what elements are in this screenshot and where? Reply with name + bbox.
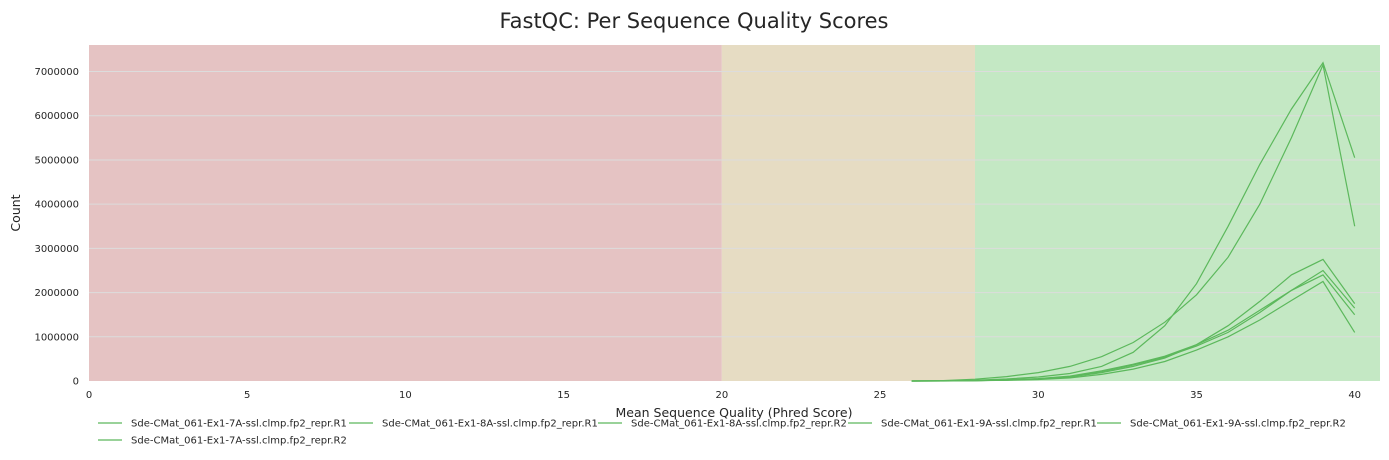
legend-entry: Sde-CMat_061-Ex1-8A-ssl.clmp.fp2_repr.R1 xyxy=(382,419,598,430)
series-lines xyxy=(911,61,1356,382)
series-line-3 xyxy=(911,62,1356,382)
x-tick-label: 5 xyxy=(244,390,250,401)
y-tick-label: 6000000 xyxy=(34,111,79,122)
y-tick-label: 3000000 xyxy=(34,244,79,255)
x-tick-label: 0 xyxy=(86,390,92,401)
x-axis-label: Mean Sequence Quality (Phred Score) xyxy=(616,405,853,420)
quality-band-1 xyxy=(721,45,975,381)
chart-title: FastQC: Per Sequence Quality Scores xyxy=(499,9,888,33)
quality-band-2 xyxy=(974,45,1380,381)
x-tick-label: 35 xyxy=(1190,390,1203,401)
x-tick-label: 25 xyxy=(874,390,887,401)
x-tick-label: 15 xyxy=(557,390,570,401)
legend-entry: Sde-CMat_061-Ex1-9A-ssl.clmp.fp2_repr.R2 xyxy=(1130,419,1346,430)
quality-bands xyxy=(89,45,1380,381)
y-tick-label: 2000000 xyxy=(34,288,79,299)
x-tick-label: 10 xyxy=(399,390,412,401)
x-tick-label: 20 xyxy=(715,390,728,401)
y-tick-label: 0 xyxy=(73,377,79,388)
gridlines xyxy=(89,71,1380,338)
y-tick-label: 4000000 xyxy=(34,200,79,211)
y-tick-label: 7000000 xyxy=(34,67,79,78)
y-tick-label: 1000000 xyxy=(34,332,79,343)
legend-entry: Sde-CMat_061-Ex1-9A-ssl.clmp.fp2_repr.R1 xyxy=(881,419,1097,430)
legend-entry: Sde-CMat_061-Ex1-8A-ssl.clmp.fp2_repr.R2 xyxy=(631,419,847,430)
legend-entry: Sde-CMat_061-Ex1-7A-ssl.clmp.fp2_repr.R2 xyxy=(131,436,347,447)
legend-entry: Sde-CMat_061-Ex1-7A-ssl.clmp.fp2_repr.R1 xyxy=(131,419,347,430)
quality-band-0 xyxy=(89,45,722,381)
y-tick-label: 5000000 xyxy=(34,155,79,166)
series-line-6 xyxy=(911,269,1356,382)
x-tick-label: 30 xyxy=(1032,390,1045,401)
legend: Sde-CMat_061-Ex1-7A-ssl.clmp.fp2_repr.R1… xyxy=(98,419,1346,447)
x-axis-ticks: 0 5 10 15 20 25 30 35 40 xyxy=(86,390,1361,401)
x-tick-label: 40 xyxy=(1348,390,1361,401)
y-axis-ticks: 0 1000000 2000000 3000000 4000000 5000000 6000… xyxy=(34,67,79,387)
y-axis-label: Count xyxy=(8,194,23,231)
